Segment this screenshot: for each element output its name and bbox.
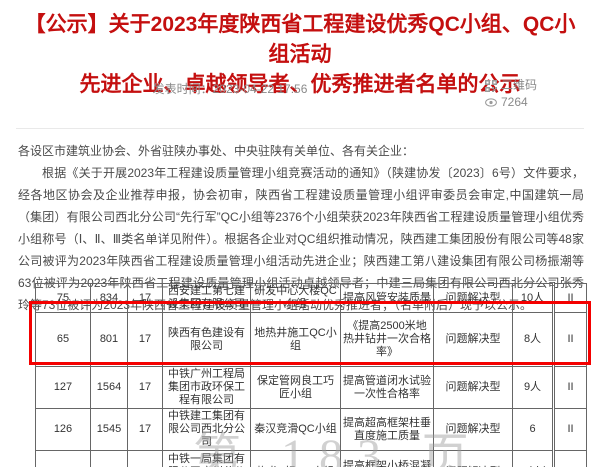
table-cell: 问题解决型 xyxy=(433,408,513,451)
qr-code-icon xyxy=(485,79,497,92)
table-cell: 问题解决型 xyxy=(433,366,513,409)
table-cell: 1564 xyxy=(90,366,128,409)
table-cell: 提高超高框架柱垂直度施工质量 xyxy=(340,408,434,451)
table-cell: 75 xyxy=(35,283,91,313)
table-cell: 问题解决型 xyxy=(433,283,513,313)
table-cell: 1545 xyxy=(90,408,128,451)
table-cell: 17 xyxy=(127,408,163,451)
table-cell: 提高框架小桥混凝土外观质量 xyxy=(340,450,434,467)
qrcode-label: 二维码 xyxy=(501,78,538,92)
table-row: 75 834 17 西安建工第七建设集团有限公司 研发中心大楼QC小组 提高风管… xyxy=(35,283,587,313)
table-cell: 127 xyxy=(35,366,91,409)
table-row-highlighted: 65 801 17 陕西有色建设有限公司 地热井施工QC小组 《提高2500米地… xyxy=(35,312,587,367)
page-title: 【公示】关于2023年度陕西省工程建设优秀QC小组、QC小组活动 先进企业、卓越… xyxy=(20,10,580,100)
table-cell: II xyxy=(552,450,587,467)
table-cell: 6（人） xyxy=(512,450,554,467)
qc-award-table: 75 834 17 西安建工第七建设集团有限公司 研发中心大楼QC小组 提高风管… xyxy=(35,283,587,467)
table-cell: 陕西有色建设有限公司 xyxy=(162,312,251,367)
table-cell: 17 xyxy=(127,312,163,367)
table-cell: II xyxy=(552,408,587,451)
salutation-line: 各设区市建筑业协会、外省驻陕办事处、中央驻陕有关单位、各有关企业： xyxy=(18,144,415,158)
table-cell: 秦汉竞滑QC小组 xyxy=(250,408,341,451)
table-cell: 中铁广州工程局集团市政环保工程有限公司 xyxy=(162,366,251,409)
table-cell: 17 xyxy=(127,450,163,467)
table-cell: 研发中心大楼QC小组 xyxy=(250,283,341,313)
qrcode-entry[interactable]: 二维码 xyxy=(485,77,537,94)
page-title-line1: 【公示】关于2023年度陕西省工程建设优秀QC小组、QC小组活动 xyxy=(24,13,576,66)
table-cell: 地热井施工QC小组 xyxy=(250,312,341,367)
table-cell: 1399 xyxy=(90,450,128,467)
table-row: 114 1399 17 中铁一局集团有限公司广州分公司 梅龙5标QC小组 提高框… xyxy=(35,450,587,467)
table-cell: 65 xyxy=(35,312,91,367)
table-cell: 126 xyxy=(35,408,91,451)
table-cell: 中铁建工集团有限公司西北分公司 xyxy=(162,408,251,451)
page-title-line2: 先进企业、卓越领导者、优秀推进者名单的公示 xyxy=(79,73,521,96)
table-row: 126 1545 17 中铁建工集团有限公司西北分公司 秦汉竞滑QC小组 提高超… xyxy=(35,408,587,451)
table-cell: 834 xyxy=(90,283,128,313)
table-cell: 问题解决型 xyxy=(433,312,513,367)
table-cell: 6 xyxy=(512,408,554,451)
table-cell: 保定管网良工巧匠小组 xyxy=(250,366,341,409)
eye-icon xyxy=(485,97,497,109)
table-cell: II xyxy=(552,312,587,367)
table-row: 127 1564 17 中铁广州工程局集团市政环保工程有限公司 保定管网良工巧匠… xyxy=(35,366,587,409)
table-cell: II xyxy=(552,366,587,409)
table-cell: 10人 xyxy=(512,283,554,313)
header-divider xyxy=(16,128,584,129)
table-cell: 17 xyxy=(127,366,163,409)
table-cell: 17 xyxy=(127,283,163,313)
view-count-entry: 7264 xyxy=(485,94,537,111)
table-cell: 提高管道闭水试验一次性合格率 xyxy=(340,366,434,409)
table-cell: 9人 xyxy=(512,366,554,409)
table-cell: 《提高2500米地热井钻井一次合格率》 xyxy=(340,312,434,367)
meta-right-block: 二维码 7264 xyxy=(485,77,537,111)
table-cell: 801 xyxy=(90,312,128,367)
view-count: 7264 xyxy=(501,95,528,109)
table-cell: 提高风管安装质量 xyxy=(340,283,434,313)
table-cell: 114 xyxy=(35,450,91,467)
publish-time: 发表时间：2023-04-22 17:56 xyxy=(152,82,308,96)
table-cell: 梅龙5标QC小组 xyxy=(250,450,341,467)
table-cell: 西安建工第七建设集团有限公司 xyxy=(162,283,251,313)
table-cell: 8人 xyxy=(512,312,554,367)
table-cell: 问题解决型 xyxy=(433,450,513,467)
table-cell: 中铁一局集团有限公司广州分公司 xyxy=(162,450,251,467)
table-cell: II xyxy=(552,283,587,313)
